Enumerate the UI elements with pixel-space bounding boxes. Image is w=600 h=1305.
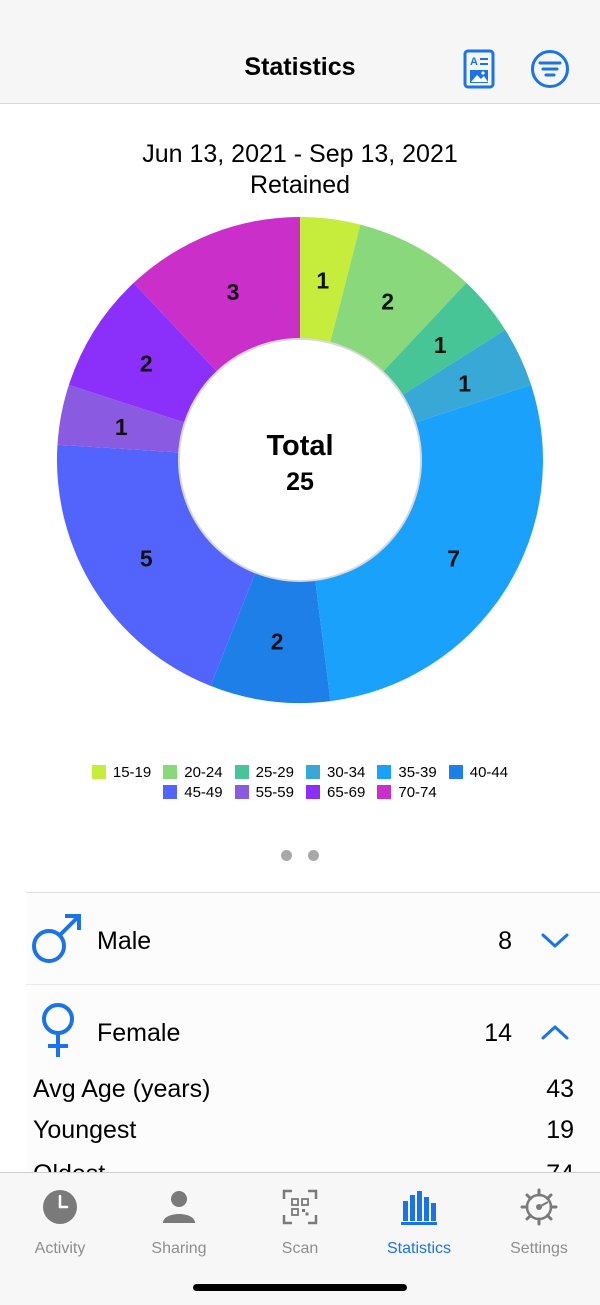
slice-value-label: 1 — [434, 332, 447, 358]
date-range-label: Jun 13, 2021 - Sep 13, 2021 — [142, 140, 458, 168]
legend-label: 70-74 — [398, 783, 437, 801]
detail-key: Avg Age (years) — [33, 1075, 211, 1103]
home-indicator — [193, 1284, 407, 1291]
legend-label: 35-39 — [398, 763, 437, 781]
navigation-bar: Statistics A — [0, 0, 600, 104]
legend-swatch — [377, 785, 392, 799]
legend-swatch — [448, 765, 463, 779]
legend-label: 45-49 — [184, 783, 223, 801]
legend-label: 15-19 — [112, 763, 152, 781]
female-row[interactable]: Female 14 — [26, 985, 600, 1077]
gender-breakdown: Male 8 Female 14 — [26, 892, 600, 1177]
chart-center-label: Total — [266, 430, 333, 462]
tab-settings[interactable]: Settings — [479, 1185, 599, 1258]
legend-swatch — [306, 765, 320, 779]
detail-value: 43 — [546, 1075, 574, 1103]
legend-swatch — [234, 765, 249, 779]
slice-value-label: 1 — [115, 414, 128, 440]
legend-item: 40-44 — [448, 763, 509, 781]
tab-label: Settings — [510, 1240, 568, 1257]
slice-value-label: 2 — [271, 629, 284, 655]
svg-text:A: A — [470, 56, 478, 68]
report-icon: A — [463, 49, 495, 89]
person-icon — [163, 1191, 195, 1223]
legend-item: 35-39 — [377, 763, 437, 781]
male-count: 8 — [498, 927, 512, 955]
female-icon — [42, 1003, 74, 1057]
legend-swatch — [306, 785, 320, 799]
legend-label: 40-44 — [469, 763, 509, 781]
legend-label: 25-29 — [255, 763, 294, 781]
slice-value-label: 2 — [381, 289, 394, 315]
gear-icon — [520, 1188, 558, 1226]
slice-value-label: 3 — [227, 279, 240, 305]
chevron-up-icon[interactable] — [540, 1021, 570, 1043]
tab-scan[interactable]: Scan — [240, 1185, 360, 1258]
chart-center-value: 25 — [286, 468, 314, 496]
filter-icon — [531, 50, 569, 88]
male-label: Male — [97, 927, 152, 955]
page-dot[interactable] — [281, 850, 292, 861]
legend-swatch — [163, 785, 178, 799]
detail-key: Youngest — [33, 1116, 137, 1144]
slice-value-label: 2 — [140, 350, 153, 376]
detail-value: 19 — [546, 1116, 574, 1144]
bar-chart-icon — [401, 1191, 437, 1225]
legend-label: 55-59 — [255, 783, 294, 801]
filter-button[interactable] — [529, 48, 571, 90]
chevron-down-icon[interactable] — [540, 929, 570, 951]
legend-item: 30-34 — [306, 764, 365, 781]
page-title: Statistics — [244, 53, 356, 81]
legend-swatch — [163, 765, 178, 779]
tab-label: Sharing — [151, 1240, 207, 1257]
slice-value-label: 1 — [458, 371, 471, 397]
qr-scan-icon — [282, 1189, 318, 1225]
female-label: Female — [97, 1019, 181, 1047]
male-icon — [32, 914, 81, 963]
tab-statistics[interactable]: Statistics — [359, 1185, 479, 1258]
legend-item: 20-24 — [163, 763, 223, 781]
slice-value-label: 1 — [316, 267, 329, 293]
chart-legend: 15-19 20-24 25-29 30-34 35-39 40-44 45-49 55-59… — [0, 763, 600, 801]
tab-label: Statistics — [386, 1240, 451, 1257]
clock-icon — [43, 1190, 77, 1224]
female-count: 14 — [484, 1019, 512, 1047]
legend-swatch — [234, 785, 249, 799]
legend-item: 55-59 — [234, 783, 294, 801]
report-button[interactable]: A — [458, 48, 500, 90]
legend-item: 65-69 — [306, 784, 365, 801]
slice-value-label: 7 — [447, 546, 460, 572]
male-row[interactable]: Male 8 — [26, 893, 600, 985]
legend-row: 45-49 55-59 65-69 70-74 — [163, 783, 437, 801]
page-indicator[interactable] — [0, 850, 600, 861]
legend-label: 20-24 — [184, 763, 223, 781]
legend-item: 25-29 — [234, 763, 294, 781]
donut-center — [178, 338, 422, 582]
statistics-mode-label: Retained — [249, 171, 351, 199]
legend-item: 70-74 — [377, 783, 437, 801]
tab-bar: Activity Sharing Scan Statistics — [0, 1172, 600, 1305]
page-dot[interactable] — [308, 850, 319, 861]
tab-sharing[interactable]: Sharing — [119, 1185, 239, 1258]
legend-label: 30-34 — [327, 763, 366, 781]
legend-label: 65-69 — [327, 783, 366, 801]
legend-swatch — [91, 765, 106, 779]
tab-activity[interactable]: Activity — [0, 1185, 120, 1258]
legend-item: 45-49 — [163, 783, 223, 801]
slice-value-label: 5 — [140, 546, 153, 572]
legend-row: 15-19 20-24 25-29 30-34 35-39 40-44 — [91, 763, 509, 781]
legend-swatch — [377, 765, 392, 779]
legend-item: 15-19 — [91, 763, 152, 781]
tab-label: Activity — [34, 1240, 86, 1257]
tab-label: Scan — [281, 1240, 319, 1257]
